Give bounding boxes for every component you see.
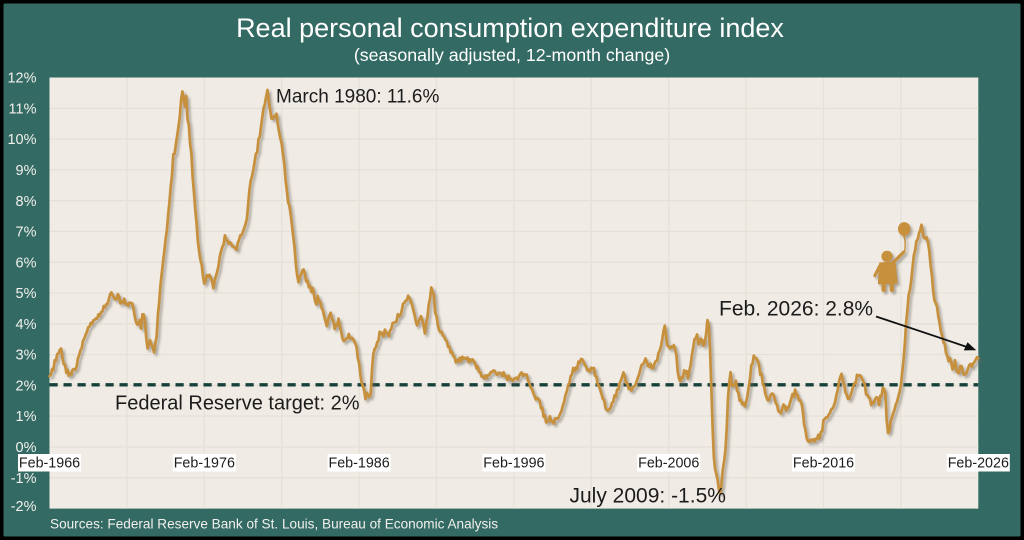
svg-text:10%: 10% [7,132,36,148]
svg-text:6%: 6% [16,255,37,271]
svg-text:4%: 4% [16,317,37,333]
svg-text:Feb-1996: Feb-1996 [483,455,544,471]
svg-text:Sources: Federal Reserve Bank: Sources: Federal Reserve Bank of St. Lou… [50,517,498,532]
svg-text:11%: 11% [9,101,37,117]
svg-text:July 2009: -1.5%: July 2009: -1.5% [570,485,726,508]
svg-text:-1%: -1% [11,471,37,487]
svg-text:Feb-1966: Feb-1966 [19,455,80,471]
svg-text:Feb-2006: Feb-2006 [638,455,699,471]
svg-text:Feb-2016: Feb-2016 [793,455,854,471]
svg-text:3%: 3% [16,348,37,364]
svg-text:8%: 8% [16,194,37,210]
svg-text:Feb-1976: Feb-1976 [174,455,235,471]
svg-text:9%: 9% [16,163,37,179]
svg-text:12%: 12% [7,71,36,87]
svg-text:Federal Reserve target: 2%: Federal Reserve target: 2% [115,393,360,415]
svg-text:Feb. 2026: 2.8%: Feb. 2026: 2.8% [719,298,873,321]
svg-text:(seasonally adjusted, 12-month: (seasonally adjusted, 12-month change) [354,45,670,65]
svg-text:-2%: -2% [11,499,37,515]
svg-text:5%: 5% [16,286,37,302]
svg-text:Feb-1986: Feb-1986 [328,455,389,471]
svg-text:1%: 1% [16,409,37,425]
svg-text:Feb-2026: Feb-2026 [948,455,1009,471]
svg-text:2%: 2% [16,378,37,394]
svg-text:0%: 0% [16,440,37,456]
svg-text:7%: 7% [16,225,37,241]
svg-text:March 1980: 11.6%: March 1980: 11.6% [276,87,439,108]
svg-text:Real personal consumption expe: Real personal consumption expenditure in… [236,13,784,43]
